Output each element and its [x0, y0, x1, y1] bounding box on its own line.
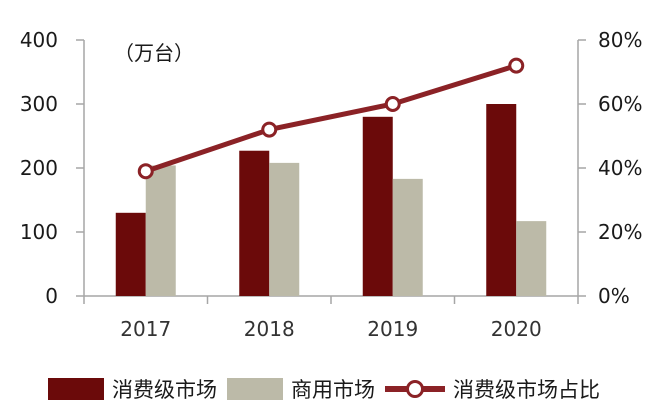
bar-commercial: [269, 162, 300, 296]
chart: 0 100 200 300 400 0% 20% 40% 60% 80% 2017 2018 2019 2…: [20, 28, 643, 341]
x-tick-label: 2017: [120, 317, 171, 341]
share-line-point: [508, 57, 525, 74]
legend-item-commercial: 商用市场: [227, 374, 375, 404]
legend-label-consumer: 消费级市场: [112, 378, 217, 402]
y-right-tick-label: 40%: [598, 156, 642, 180]
y-right-tick-label: 20%: [598, 220, 642, 244]
x-tick-label: 2018: [244, 317, 295, 341]
share-line-path: [144, 63, 517, 174]
legend-label-share: 消费级市场占比: [453, 378, 600, 402]
legend-swatch-consumer: [48, 378, 104, 400]
bar-consumer: [362, 116, 393, 296]
bar-consumer: [239, 150, 270, 296]
y-left-tick-label: 100: [20, 220, 58, 244]
share-line: [137, 57, 525, 180]
axes: 0 100 200 300 400 0% 20% 40% 60% 80% 2017 2018 2019 2…: [20, 28, 643, 341]
bar-commercial: [392, 178, 423, 296]
legend-item-consumer: 消费级市场: [48, 374, 217, 404]
x-tick-label: 2020: [491, 317, 542, 341]
bars: [115, 104, 547, 296]
y-right-tick-label: 60%: [598, 92, 642, 116]
share-line-point: [261, 121, 278, 138]
y-left-tick-label: 200: [20, 156, 58, 180]
bar-commercial: [145, 165, 176, 296]
legend-label-commercial: 商用市场: [291, 378, 375, 402]
legend-line-marker-icon: [385, 378, 445, 400]
legend: 消费级市场 商用市场 消费级市场占比: [48, 372, 610, 406]
y-left-tick-label: 0: [45, 284, 58, 308]
share-line-point: [384, 96, 401, 112]
y-right-tick-label: 0%: [598, 284, 630, 308]
y-right-tick-label: 80%: [598, 28, 642, 52]
bar-consumer: [486, 104, 517, 296]
unit-label: （万台）: [114, 41, 194, 65]
bar-consumer: [115, 212, 146, 296]
y-left-tick-label: 400: [20, 28, 58, 52]
share-line-point: [137, 163, 154, 180]
y-left-tick-label: 300: [20, 92, 58, 116]
bar-commercial: [516, 221, 547, 296]
x-tick-label: 2019: [367, 317, 418, 341]
legend-item-share: 消费级市场占比: [385, 374, 600, 404]
legend-swatch-commercial: [227, 378, 283, 400]
